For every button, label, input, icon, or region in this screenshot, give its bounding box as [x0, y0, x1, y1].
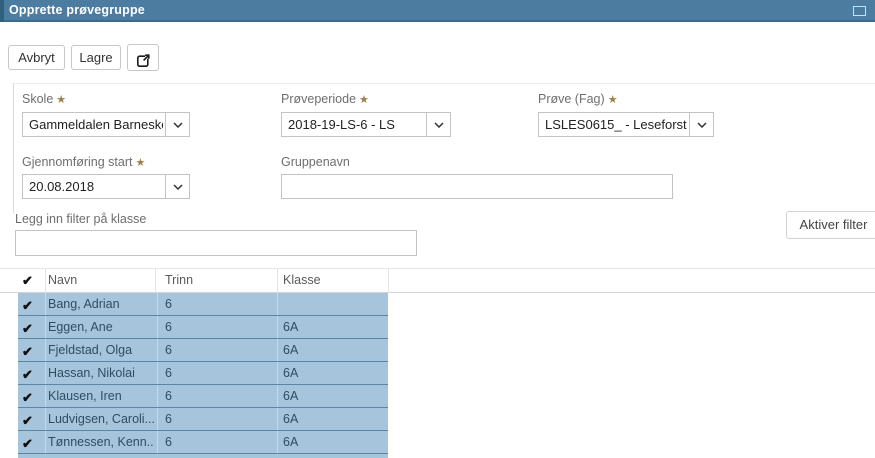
chevron-down-icon — [165, 113, 189, 136]
gruppenavn-label: Gruppenavn — [281, 155, 350, 169]
gruppenavn-input[interactable] — [281, 174, 673, 199]
row-checkbox[interactable]: ✔ — [22, 435, 33, 453]
check-icon: ✔ — [22, 344, 33, 359]
cell-klasse: 6A — [283, 389, 299, 403]
select-all-checkbox[interactable]: ✔ — [22, 274, 33, 288]
skole-label: Skole ★ — [22, 92, 67, 106]
column-divider — [155, 269, 156, 293]
check-icon: ✔ — [22, 436, 33, 451]
table-row[interactable]: ✔ Fjeldstad, Olga 6 6A — [18, 339, 388, 362]
save-button[interactable]: Lagre — [71, 45, 121, 70]
maximize-icon[interactable] — [853, 6, 866, 16]
cell-navn: Klausen, Iren — [48, 389, 122, 403]
column-header-klasse[interactable]: Klasse — [283, 273, 321, 287]
cell-navn: Tønnessen, Kenn... — [48, 435, 154, 449]
row-checkbox[interactable]: ✔ — [22, 297, 33, 315]
row-checkbox[interactable]: ✔ — [22, 389, 33, 407]
proveperiode-select[interactable]: 2018-19-LS-6 - LS — [281, 112, 451, 137]
cell-trinn: 6 — [165, 435, 172, 449]
column-divider — [277, 269, 278, 293]
skole-select-value: Gammeldalen Barneskole — [29, 117, 163, 132]
chevron-down-icon — [426, 113, 450, 136]
table-row[interactable]: ✔ Klausen, Iren 6 6A — [18, 385, 388, 408]
row-checkbox[interactable]: ✔ — [22, 343, 33, 361]
check-icon: ✔ — [22, 321, 33, 336]
activate-filter-button[interactable]: Aktiver filter — [786, 211, 875, 239]
cell-trinn: 6 — [165, 320, 172, 334]
form-panel-left-border — [13, 83, 14, 213]
cell-trinn: 6 — [165, 343, 172, 357]
check-icon: ✔ — [22, 390, 33, 405]
cell-klasse: 6A — [283, 320, 299, 334]
cell-trinn: 6 — [165, 297, 172, 311]
row-checkbox[interactable]: ✔ — [22, 320, 33, 338]
cell-trinn: 6 — [165, 389, 172, 403]
gjennomforing-start-label: Gjennomføring start ★ — [22, 155, 146, 169]
table-row[interactable]: ✔ Hassan, Nikolai 6 6A — [18, 362, 388, 385]
prove-fag-label: Prøve (Fag) ★ — [538, 92, 618, 106]
row-checkbox[interactable]: ✔ — [22, 412, 33, 430]
cancel-button[interactable]: Avbryt — [8, 45, 65, 70]
table-row[interactable]: ✔ Tønnessen, Kenn... 6 6A — [18, 431, 388, 454]
form-panel-top-border — [13, 83, 875, 84]
dialog-title: Opprette prøvegruppe — [9, 3, 145, 17]
column-header-trinn[interactable]: Trinn — [165, 273, 194, 287]
column-divider — [388, 269, 389, 293]
chevron-down-icon — [165, 175, 189, 198]
cell-navn: Eggen, Ane — [48, 320, 113, 334]
klasse-filter-input[interactable] — [15, 230, 417, 256]
gjennomforing-start-select[interactable]: 20.08.2018 — [22, 174, 190, 199]
prove-fag-select[interactable]: LSLES0615_ - Leseforståe — [538, 112, 714, 137]
required-star-icon: ★ — [56, 94, 67, 106]
row-checkbox[interactable]: ✔ — [22, 366, 33, 384]
cell-klasse: 6A — [283, 435, 299, 449]
table-row[interactable]: ✔ Eggen, Ane 6 6A — [18, 316, 388, 339]
cell-trinn: 6 — [165, 412, 172, 426]
table-row[interactable]: ✔ Bang, Adrian 6 — [18, 293, 388, 316]
proveperiode-select-value: 2018-19-LS-6 - LS — [288, 117, 395, 132]
required-star-icon: ★ — [359, 94, 369, 106]
cell-trinn: 6 — [165, 366, 172, 380]
students-table-header: ✔ Navn Trinn Klasse — [0, 268, 875, 293]
titlebar-left-edge — [0, 0, 4, 22]
cell-navn: Ludvigsen, Caroli... — [48, 412, 154, 426]
check-icon: ✔ — [22, 413, 33, 428]
table-row-partial[interactable] — [18, 454, 388, 458]
cell-klasse: 6A — [283, 412, 299, 426]
cell-navn: Hassan, Nikolai — [48, 366, 135, 380]
cell-klasse: 6A — [283, 366, 299, 380]
required-star-icon: ★ — [607, 94, 618, 106]
table-row[interactable]: ✔ Ludvigsen, Caroli... 6 6A — [18, 408, 388, 431]
proveperiode-label: Prøveperiode ★ — [281, 92, 369, 106]
check-icon: ✔ — [22, 298, 33, 313]
chevron-down-icon — [689, 113, 713, 136]
cell-klasse: 6A — [283, 343, 299, 357]
required-star-icon: ★ — [135, 157, 146, 169]
column-divider — [45, 269, 46, 293]
cell-navn: Fjeldstad, Olga — [48, 343, 133, 357]
skole-select[interactable]: Gammeldalen Barneskole — [22, 112, 190, 137]
dialog-titlebar: Opprette prøvegruppe — [0, 0, 875, 22]
gjennomforing-start-select-value: 20.08.2018 — [29, 179, 95, 194]
check-icon: ✔ — [22, 367, 33, 382]
prove-fag-select-value: LSLES0615_ - Leseforståe — [545, 117, 687, 132]
open-in-new-button[interactable] — [127, 44, 159, 71]
column-header-navn[interactable]: Navn — [48, 273, 78, 287]
open-in-new-icon — [135, 50, 151, 67]
klasse-filter-label: Legg inn filter på klasse — [15, 212, 147, 226]
cell-navn: Bang, Adrian — [48, 297, 120, 311]
check-icon: ✔ — [22, 273, 33, 288]
